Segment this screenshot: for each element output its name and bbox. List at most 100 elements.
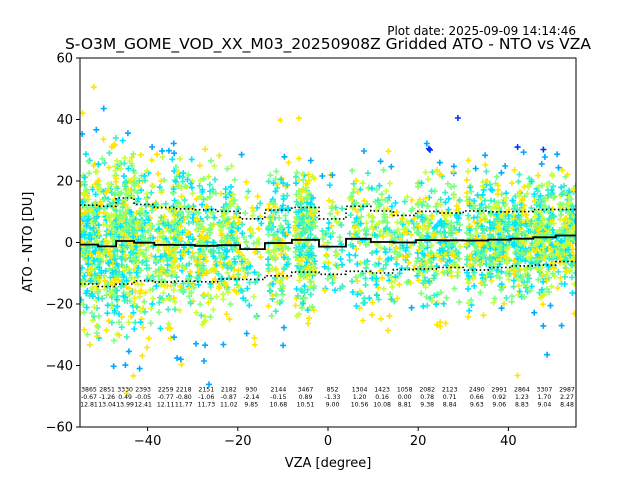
bin-mean-label: 0.92: [492, 394, 506, 401]
data-point: [118, 262, 125, 268]
data-point: [105, 181, 112, 187]
data-point: [141, 219, 148, 226]
data-point: [120, 215, 126, 221]
data-point: [294, 292, 301, 299]
data-point: [219, 237, 225, 244]
data-point: [178, 185, 185, 191]
data-point: [222, 186, 229, 192]
bin-std-label: 11.73: [197, 402, 215, 409]
data-point: [137, 319, 144, 326]
data-point: [103, 189, 110, 196]
data-point: [160, 290, 167, 296]
data-point: [132, 319, 139, 326]
data-point: [205, 299, 212, 306]
data-point: [107, 231, 114, 237]
data-point: [83, 186, 90, 193]
data-point: [162, 200, 169, 207]
data-point: [308, 243, 315, 250]
data-point: [231, 176, 238, 183]
data-point: [208, 157, 214, 164]
bin-mean-label: 0.49: [118, 394, 132, 401]
data-point: [193, 309, 200, 316]
data-point: [115, 277, 122, 284]
data-point: [241, 234, 247, 240]
data-point: [282, 212, 289, 219]
data-point: [85, 196, 92, 203]
bin-count-label: 2851: [99, 387, 115, 394]
data-point: [265, 303, 272, 310]
data-point: [177, 255, 184, 262]
data-point: [189, 190, 196, 197]
data-point: [185, 229, 192, 236]
data-point: [136, 365, 143, 372]
data-point: [293, 180, 299, 187]
data-point: [222, 234, 229, 241]
data-point: [206, 194, 213, 200]
data-point: [126, 229, 133, 236]
data-point: [304, 307, 311, 313]
data-point: [80, 296, 85, 303]
data-point: [119, 248, 126, 255]
data-point: [199, 201, 205, 208]
data-point: [213, 293, 220, 300]
bin-std-label: 10.51: [297, 402, 315, 409]
data-point: [233, 210, 240, 217]
data-point: [149, 144, 156, 150]
data-point: [266, 282, 273, 289]
data-point: [90, 225, 97, 232]
data-point: [215, 271, 222, 277]
data-point: [226, 225, 233, 232]
data-point: [193, 340, 199, 347]
data-point: [145, 335, 152, 342]
data-point: [102, 286, 109, 293]
data-point: [195, 209, 202, 216]
data-point: [85, 216, 92, 223]
data-point: [223, 282, 230, 289]
bin-count-label: 2490: [469, 387, 485, 394]
data-point: [118, 283, 124, 290]
data-point: [202, 342, 209, 349]
data-point: [128, 162, 135, 169]
data-point: [202, 317, 209, 324]
data-point: [188, 156, 195, 163]
bin-count-label: 2144: [271, 387, 287, 394]
data-point: [185, 171, 192, 178]
data-point: [172, 178, 179, 185]
data-point: [114, 247, 121, 254]
data-point: [171, 334, 178, 341]
data-point: [304, 265, 311, 272]
data-point: [167, 325, 174, 332]
data-point: [144, 276, 151, 283]
data-point: [257, 254, 264, 261]
data-point: [88, 291, 95, 297]
data-point: [177, 356, 184, 363]
data-point: [145, 216, 152, 223]
data-point: [142, 212, 149, 219]
data-point: [101, 196, 108, 203]
data-point: [122, 231, 129, 238]
y-tick-label: −40: [46, 359, 73, 374]
data-point: [158, 186, 165, 193]
data-point: [251, 334, 258, 341]
data-point: [179, 250, 186, 257]
data-point: [199, 267, 206, 274]
x-axis-label: VZA [degree]: [285, 456, 372, 471]
data-point: [152, 268, 159, 275]
data-point: [246, 279, 253, 286]
data-point: [95, 276, 102, 283]
data-point: [83, 151, 89, 158]
data-point: [269, 199, 276, 206]
data-point: [224, 247, 231, 254]
bin-std-label: 13.04: [98, 402, 116, 409]
data-point: [204, 214, 211, 221]
data-point: [246, 302, 253, 309]
data-point: [280, 324, 287, 331]
data-point: [243, 330, 250, 337]
x-tick-label: −20: [224, 434, 251, 449]
bin-count-label: 3307: [537, 387, 553, 394]
data-point: [197, 194, 204, 200]
y-tick-label: −20: [46, 298, 73, 313]
data-point: [231, 197, 238, 204]
data-point: [108, 301, 115, 308]
bin-std-label: 13.99: [116, 402, 134, 409]
